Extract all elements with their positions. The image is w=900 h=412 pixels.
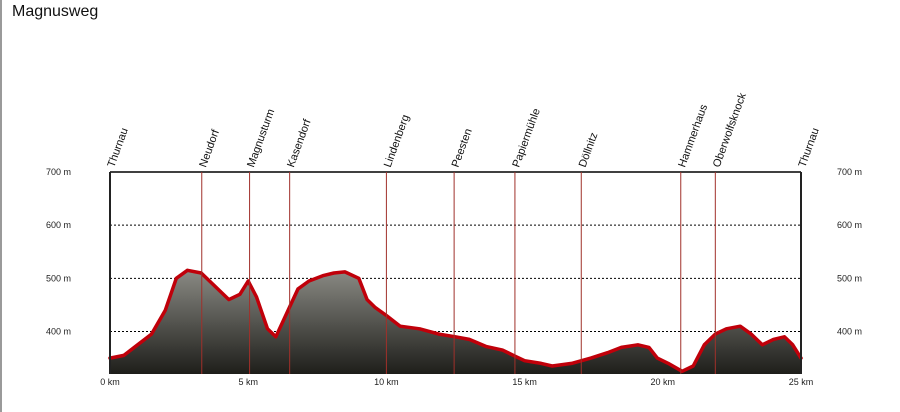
waypoint-label: Hammerhaus <box>676 102 710 169</box>
waypoint-label: Magnusturm <box>245 107 277 169</box>
y-tick-label-left: 700 m <box>46 167 71 177</box>
x-tick-label: 20 km <box>651 377 676 387</box>
waypoint-label: Papiermühle <box>510 107 542 169</box>
y-tick-label-left: 500 m <box>46 273 71 283</box>
waypoint-label: Döllnitz <box>577 131 601 169</box>
waypoint-label: Thurnau <box>106 126 131 169</box>
axis-labels: 400 m 400 m 500 m 500 m 600 m 600 m 700 m 700 m… <box>46 167 862 387</box>
waypoint-label: Kasendorf <box>285 117 314 169</box>
y-tick-label-right: 600 m <box>837 220 862 230</box>
y-tick-label-right: 700 m <box>837 167 862 177</box>
x-tick-label: 15 km <box>512 377 537 387</box>
elevation-line <box>108 268 803 374</box>
waypoint-label: Lindenberg <box>382 113 412 169</box>
window-left-border <box>0 0 2 412</box>
x-tick-label: 5 km <box>238 377 258 387</box>
x-tick-label: 25 km <box>789 377 814 387</box>
y-tick-label-left: 400 m <box>46 326 71 336</box>
x-tick-label: 10 km <box>374 377 399 387</box>
waypoint-label: Peesten <box>450 127 475 169</box>
waypoint-label: Neudorf <box>197 127 222 169</box>
waypoint-label: Oberwolfsknock <box>711 91 749 169</box>
waypoint-label: Thurnau <box>797 126 822 169</box>
y-tick-label-right: 500 m <box>837 273 862 283</box>
y-tick-label-left: 600 m <box>46 220 71 230</box>
terrain-area-layer <box>108 268 803 374</box>
grid-lines <box>110 171 801 332</box>
page-title: Magnusweg <box>12 3 99 20</box>
y-tick-label-right: 400 m <box>837 326 862 336</box>
x-tick-label: 0 km <box>100 377 120 387</box>
